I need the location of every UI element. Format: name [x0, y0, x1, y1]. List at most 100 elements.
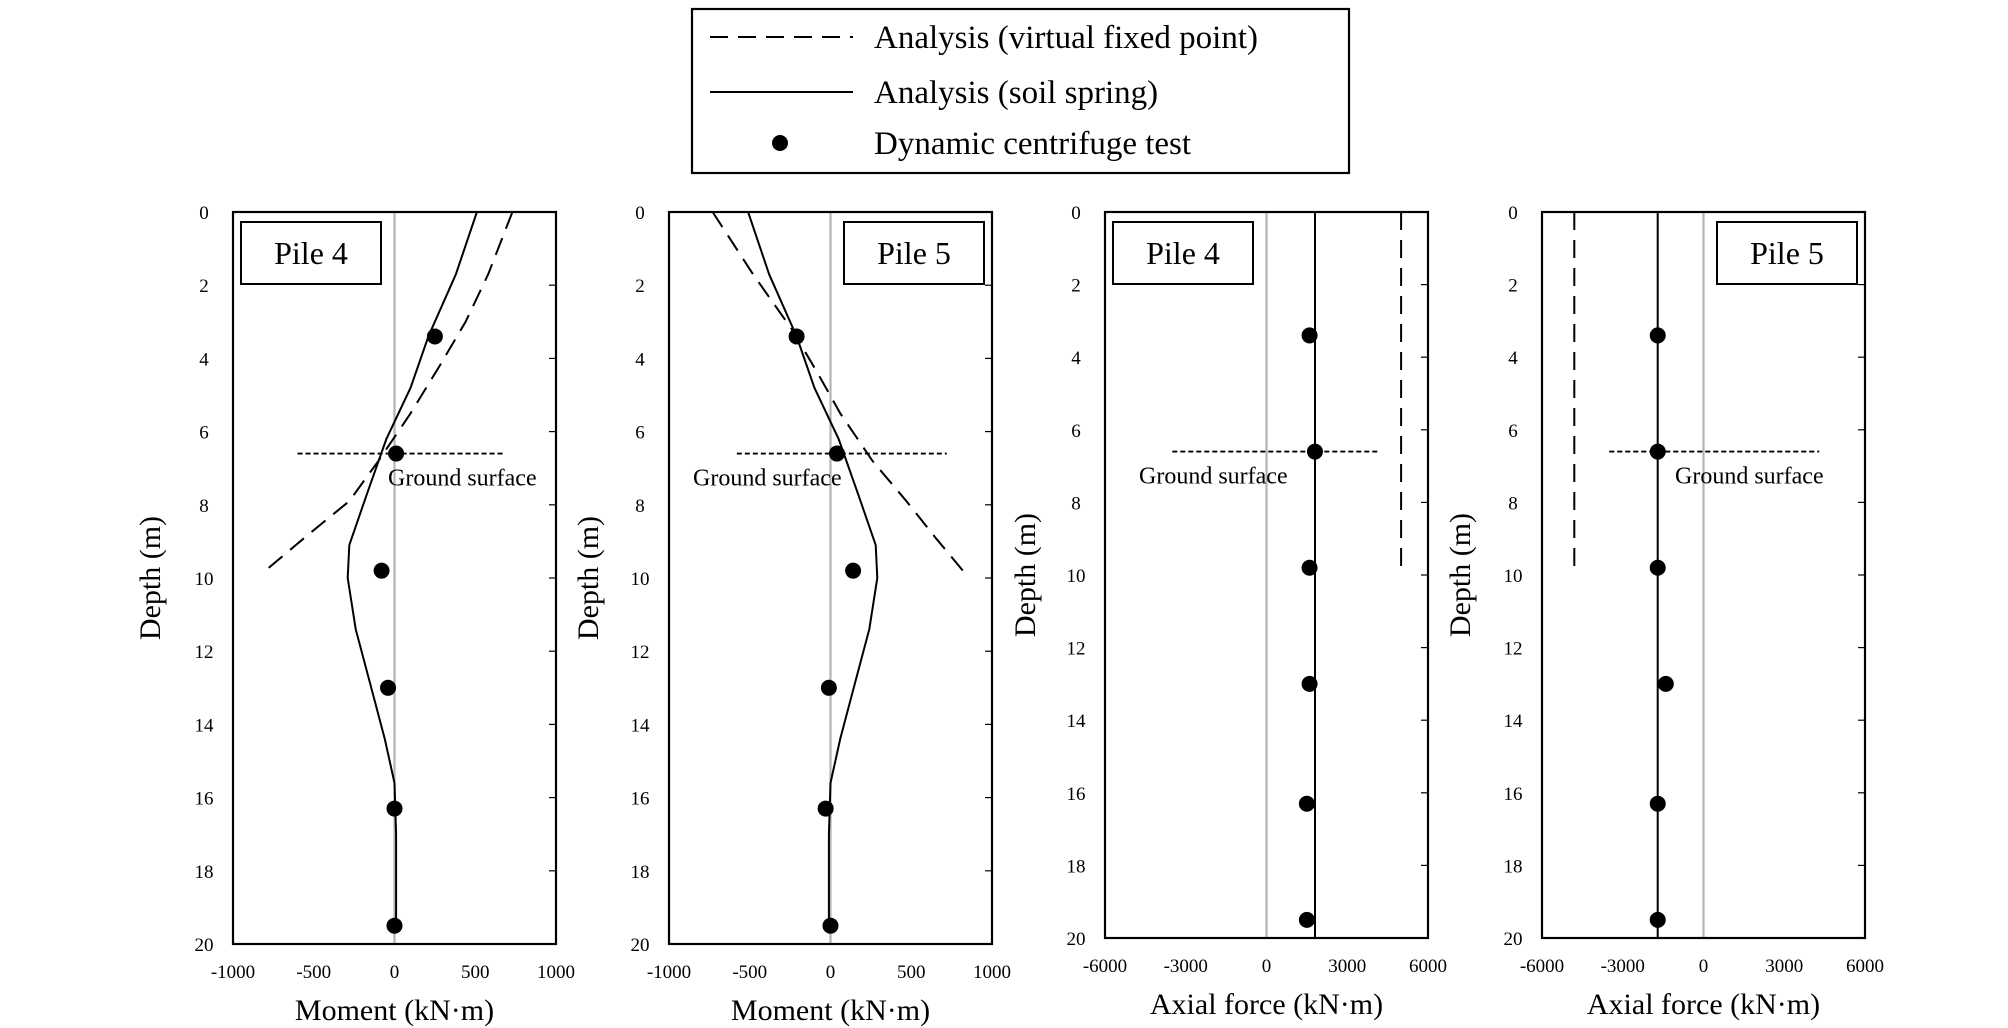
x-tick-label: 0 [826, 962, 836, 983]
y-tick-label: 4 [635, 349, 645, 370]
y-tick-label: 8 [199, 496, 209, 517]
x-tick-label: -6000 [1083, 956, 1127, 977]
data-point-centrifuge [1301, 327, 1318, 344]
data-point-centrifuge [820, 679, 837, 696]
y-tick-label: 14 [1067, 711, 1087, 732]
data-point-centrifuge [388, 445, 405, 462]
y-tick-label: 2 [199, 276, 209, 297]
x-tick-label: 1000 [973, 962, 1011, 983]
y-tick-label: 8 [1508, 493, 1518, 514]
data-point-centrifuge [845, 562, 862, 579]
y-tick-label: 20 [1504, 929, 1523, 950]
x-tick-label: -6000 [1520, 956, 1564, 977]
x-tick-label: 0 [1699, 956, 1709, 977]
y-tick-label: 10 [195, 569, 214, 590]
pile-label: Pile 4 [274, 235, 348, 271]
x-axis-title: Axial force (kN·m) [1587, 988, 1820, 1021]
x-tick-label: 1000 [537, 962, 575, 983]
y-tick-label: 0 [1508, 203, 1518, 224]
data-point-centrifuge [373, 562, 390, 579]
series-line-soil-spring [747, 211, 879, 926]
y-tick-label: 6 [1508, 421, 1518, 442]
legend-label-centrifuge-test: Dynamic centrifuge test [874, 126, 1191, 162]
data-point-centrifuge [1649, 795, 1666, 812]
x-tick-label: 3000 [1328, 956, 1366, 977]
y-tick-label: 10 [1067, 566, 1086, 587]
y-tick-label: 10 [631, 569, 650, 590]
pile-label-box [843, 221, 985, 285]
y-tick-label: 18 [631, 862, 650, 883]
y-tick-label: 2 [1508, 276, 1518, 297]
y-tick-label: 12 [1504, 639, 1523, 660]
y-tick-label: 6 [635, 423, 645, 444]
y-axis-title: Depth (m) [1444, 513, 1477, 637]
pile-label: Pile 5 [877, 235, 951, 271]
pile-label-box [240, 221, 382, 285]
pile-label: Pile 5 [1750, 235, 1824, 271]
x-tick-label: 0 [390, 962, 400, 983]
y-axis-title: Depth (m) [1009, 513, 1042, 637]
y-tick-label: 12 [1067, 639, 1086, 660]
chart-panel-2: 0 2 4 6 8 10 12 14 16 18 20 -1000 -500 0 500 1000 Moment… [572, 203, 1011, 1027]
x-axis-title: Axial force (kN·m) [1150, 988, 1383, 1021]
data-point-centrifuge [1301, 559, 1318, 576]
y-tick-label: 4 [199, 349, 209, 370]
x-axis-title: Moment (kN·m) [295, 994, 494, 1027]
x-tick-label: -1000 [647, 962, 691, 983]
legend-label-virtual-fixed-point: Analysis (virtual fixed point) [874, 20, 1258, 56]
data-point-centrifuge [817, 800, 834, 817]
x-tick-label: 500 [461, 962, 490, 983]
y-tick-label: 20 [1067, 929, 1086, 950]
ground-surface-label: Ground surface [1139, 464, 1288, 490]
y-tick-label: 12 [195, 642, 214, 663]
y-tick-label: 6 [1071, 421, 1081, 442]
data-point-centrifuge [1649, 911, 1666, 928]
legend: Analysis (virtual fixed point) Analysis … [690, 7, 1351, 175]
y-tick-label: 12 [631, 642, 650, 663]
series-line-virtual-fixed-point [711, 211, 964, 572]
y-tick-label: 8 [1071, 493, 1081, 514]
series-line-soil-spring [346, 211, 478, 926]
y-tick-label: 0 [199, 203, 209, 224]
x-tick-label: -3000 [1164, 956, 1208, 977]
y-tick-label: 16 [195, 789, 214, 810]
data-point-centrifuge [1298, 795, 1315, 812]
data-point-centrifuge [1649, 443, 1666, 460]
x-tick-label: 3000 [1765, 956, 1803, 977]
pile-label-box [1112, 221, 1254, 285]
chart-panel-3: 0 2 4 6 8 10 12 14 16 18 20 -6000 -3000 0 3000 6000 Axia… [1009, 203, 1447, 1021]
y-tick-label: 0 [1071, 203, 1081, 224]
y-tick-label: 20 [631, 935, 650, 956]
x-tick-label: -1000 [211, 962, 255, 983]
y-tick-label: 2 [635, 276, 645, 297]
ground-surface-label: Ground surface [388, 466, 537, 492]
y-tick-label: 0 [635, 203, 645, 224]
ground-surface-label: Ground surface [693, 466, 842, 492]
x-axis-title: Moment (kN·m) [731, 994, 930, 1027]
y-tick-label: 16 [1067, 784, 1086, 805]
y-tick-label: 16 [631, 789, 650, 810]
data-point-centrifuge [1298, 911, 1315, 928]
data-point-centrifuge [1301, 675, 1318, 692]
ground-surface-label: Ground surface [1675, 464, 1824, 490]
x-tick-label: 500 [897, 962, 926, 983]
y-tick-label: 4 [1508, 348, 1518, 369]
y-tick-label: 18 [1504, 856, 1523, 877]
y-axis-title: Depth (m) [572, 516, 605, 640]
y-tick-label: 18 [195, 862, 214, 883]
x-tick-label: -500 [732, 962, 767, 983]
y-tick-label: 16 [1504, 784, 1523, 805]
x-tick-label: 0 [1262, 956, 1272, 977]
legend-marker-sample [772, 135, 788, 151]
data-point-centrifuge [822, 917, 839, 934]
x-tick-label: -3000 [1601, 956, 1645, 977]
y-tick-label: 8 [635, 496, 645, 517]
legend-label-soil-spring: Analysis (soil spring) [874, 75, 1158, 111]
y-tick-label: 14 [1504, 711, 1524, 732]
chart-panel-4: 0 2 4 6 8 10 12 14 16 18 20 -6000 -3000 0 3000 6000 Axia… [1444, 203, 1884, 1021]
y-tick-label: 20 [195, 935, 214, 956]
data-point-centrifuge [386, 800, 403, 817]
data-point-centrifuge [386, 917, 403, 934]
data-point-centrifuge [380, 679, 397, 696]
